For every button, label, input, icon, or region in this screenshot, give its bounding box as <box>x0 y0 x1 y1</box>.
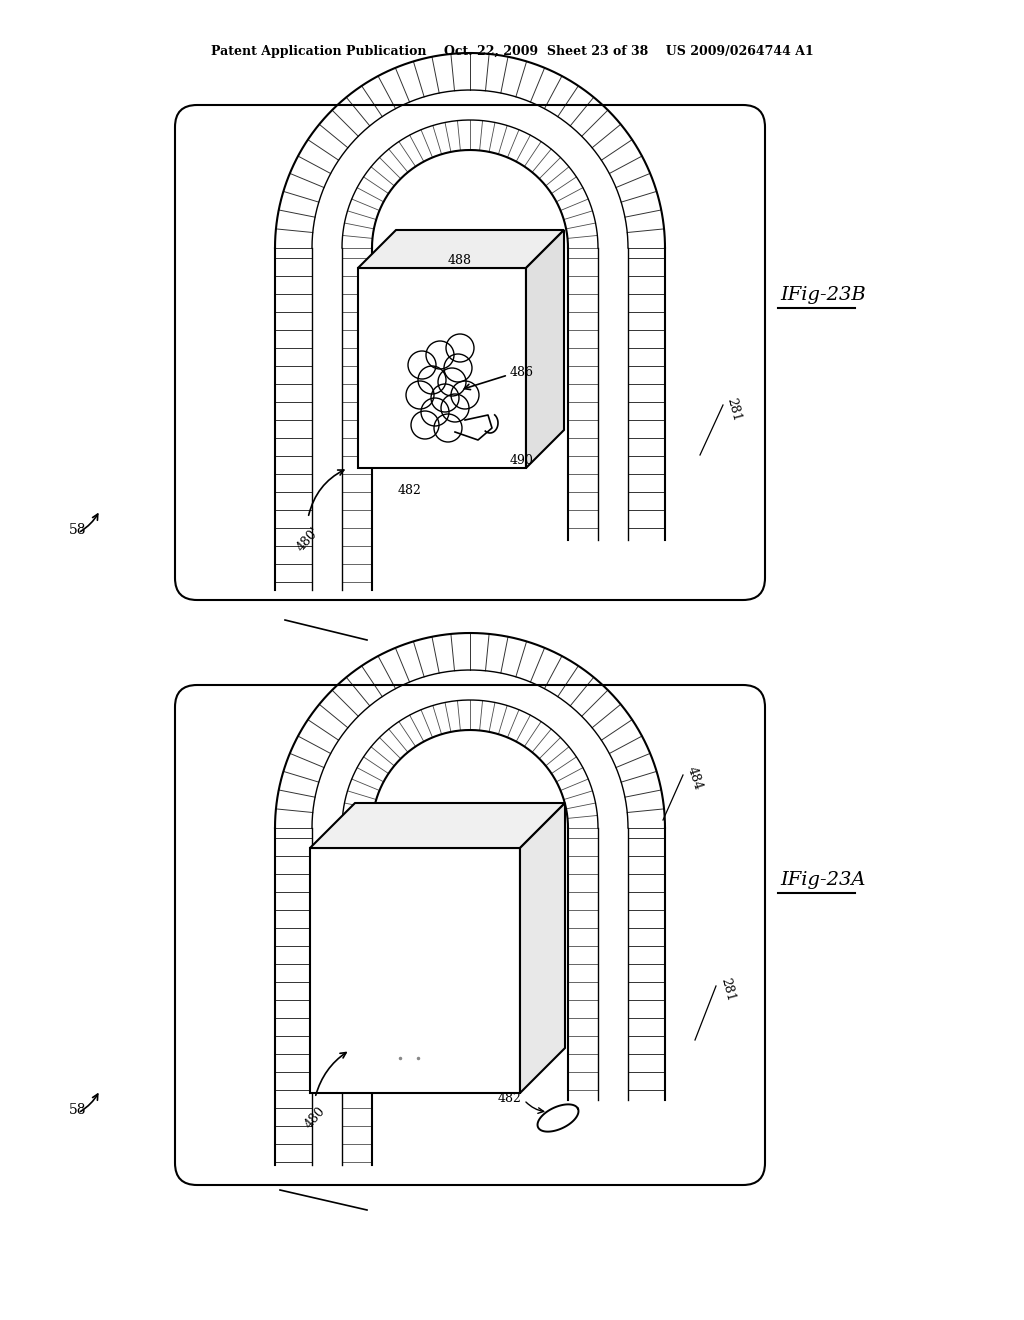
Text: IFig-23B: IFig-23B <box>780 286 865 304</box>
FancyBboxPatch shape <box>175 106 765 601</box>
Text: 482: 482 <box>398 483 422 496</box>
Text: 480: 480 <box>302 1104 328 1130</box>
FancyBboxPatch shape <box>175 685 765 1185</box>
Text: 58: 58 <box>70 1104 87 1117</box>
Polygon shape <box>358 230 564 268</box>
Text: 281: 281 <box>724 397 742 424</box>
Text: 480': 480' <box>294 525 322 554</box>
Polygon shape <box>538 1105 579 1131</box>
Text: 484: 484 <box>685 764 705 792</box>
Polygon shape <box>310 847 520 1093</box>
Polygon shape <box>520 803 565 1093</box>
Text: 482: 482 <box>498 1092 522 1105</box>
Polygon shape <box>310 803 565 847</box>
Polygon shape <box>358 268 526 469</box>
Text: 281: 281 <box>718 977 736 1003</box>
Text: 58: 58 <box>70 523 87 537</box>
Text: IFig-23A: IFig-23A <box>780 871 865 888</box>
Text: Patent Application Publication    Oct. 22, 2009  Sheet 23 of 38    US 2009/02647: Patent Application Publication Oct. 22, … <box>211 45 813 58</box>
Text: 490: 490 <box>510 454 534 466</box>
Text: 486: 486 <box>510 367 534 380</box>
Text: 488: 488 <box>449 253 472 267</box>
Polygon shape <box>526 230 564 469</box>
